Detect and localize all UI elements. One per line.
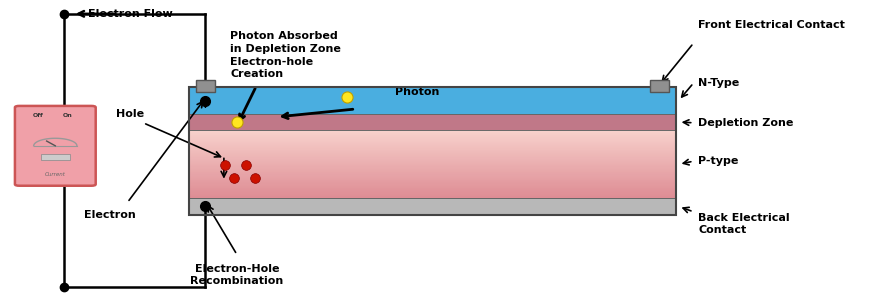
- Bar: [189, 159, 675, 161]
- Bar: [189, 170, 675, 172]
- Bar: [189, 139, 675, 141]
- Bar: [189, 195, 675, 197]
- Bar: [189, 169, 675, 171]
- Bar: [189, 167, 675, 169]
- Bar: [189, 87, 675, 114]
- Bar: [189, 183, 675, 185]
- Bar: [189, 193, 675, 195]
- Bar: [189, 188, 675, 190]
- Bar: [189, 194, 675, 196]
- Bar: [189, 186, 675, 188]
- Bar: [189, 177, 675, 179]
- Bar: [189, 175, 675, 177]
- Bar: [189, 192, 675, 193]
- Bar: [189, 185, 675, 187]
- Bar: [189, 87, 675, 215]
- Bar: [189, 191, 675, 192]
- Text: Electron: Electron: [84, 210, 135, 220]
- Bar: [189, 155, 675, 156]
- Bar: [196, 80, 215, 92]
- Bar: [189, 152, 675, 154]
- Text: Current: Current: [45, 172, 66, 177]
- Bar: [189, 151, 675, 153]
- Bar: [189, 142, 675, 144]
- Bar: [189, 187, 675, 189]
- Bar: [189, 196, 675, 198]
- Bar: [189, 149, 675, 151]
- Bar: [189, 130, 675, 132]
- Text: N-Type: N-Type: [697, 78, 738, 88]
- Bar: [189, 161, 675, 163]
- Bar: [189, 140, 675, 142]
- Bar: [189, 145, 675, 146]
- Bar: [189, 164, 675, 165]
- Bar: [189, 137, 675, 138]
- Bar: [189, 166, 675, 168]
- Text: On: On: [62, 113, 72, 118]
- Bar: [189, 150, 675, 152]
- Bar: [189, 132, 675, 134]
- Bar: [41, 154, 69, 160]
- Bar: [189, 198, 675, 215]
- Bar: [189, 114, 675, 130]
- Bar: [189, 181, 675, 182]
- Text: Depletion Zone: Depletion Zone: [697, 118, 793, 128]
- Bar: [189, 133, 675, 135]
- Bar: [189, 179, 675, 181]
- Bar: [189, 189, 675, 191]
- Text: Front Electrical Contact: Front Electrical Contact: [697, 20, 844, 29]
- Bar: [189, 176, 675, 178]
- Bar: [189, 172, 675, 173]
- Bar: [189, 141, 675, 143]
- Text: Back Electrical
Contact: Back Electrical Contact: [697, 213, 788, 235]
- Bar: [189, 147, 675, 149]
- Bar: [189, 148, 675, 150]
- FancyBboxPatch shape: [15, 106, 96, 186]
- Bar: [189, 131, 675, 133]
- Text: Hole: Hole: [116, 109, 144, 119]
- Bar: [189, 165, 675, 166]
- Bar: [189, 173, 675, 174]
- Bar: [649, 80, 668, 92]
- Bar: [189, 143, 675, 145]
- Bar: [189, 178, 675, 180]
- Text: Photon Absorbed
in Depletion Zone
Electron-hole
Creation: Photon Absorbed in Depletion Zone Electr…: [230, 31, 340, 80]
- Bar: [189, 146, 675, 147]
- Bar: [189, 154, 675, 155]
- Bar: [189, 157, 675, 159]
- Text: Electron Flow: Electron Flow: [88, 9, 172, 19]
- Bar: [189, 138, 675, 139]
- Bar: [189, 135, 675, 137]
- Text: Off: Off: [32, 113, 43, 118]
- Bar: [189, 184, 675, 186]
- Text: Electron-Hole
Recombination: Electron-Hole Recombination: [190, 264, 283, 286]
- Bar: [189, 156, 675, 157]
- Bar: [189, 134, 675, 136]
- Bar: [189, 168, 675, 170]
- Bar: [189, 160, 675, 162]
- Bar: [189, 182, 675, 183]
- Bar: [189, 174, 675, 176]
- Bar: [189, 162, 675, 164]
- Text: P-type: P-type: [697, 156, 738, 166]
- Bar: [189, 158, 675, 160]
- Text: Photon: Photon: [395, 87, 439, 97]
